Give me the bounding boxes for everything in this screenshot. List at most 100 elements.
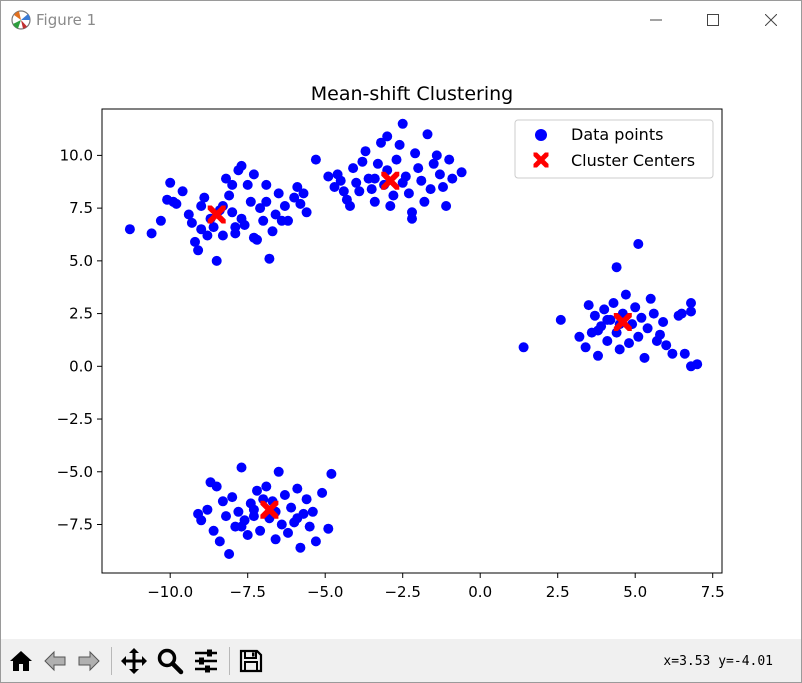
data-point [655, 329, 665, 340]
data-point [124, 224, 135, 235]
data-point [211, 255, 222, 266]
cluster-center-marker [381, 171, 400, 190]
data-point [407, 213, 417, 224]
data-point [236, 160, 247, 171]
data-point [338, 186, 349, 197]
data-point [323, 171, 334, 182]
y-tick-label: −2.5 [57, 410, 93, 428]
data-point [217, 496, 228, 507]
data-point [199, 192, 210, 203]
data-point [403, 188, 414, 199]
home-button[interactable] [5, 645, 37, 677]
data-point [283, 215, 293, 226]
data-point [425, 184, 436, 195]
y-tick-label: −5.0 [57, 463, 93, 481]
configure-subplots-icon [195, 649, 217, 673]
data-point [345, 201, 355, 211]
y-tick-label: 0.0 [69, 357, 93, 375]
data-point [400, 171, 411, 182]
data-point [310, 536, 321, 547]
data-point [242, 530, 253, 540]
minimize-button[interactable] [633, 1, 679, 39]
data-point [574, 331, 585, 342]
pan-button[interactable] [118, 645, 150, 677]
data-point [227, 179, 238, 190]
data-point [661, 340, 672, 351]
x-tick-label: 0.0 [468, 583, 492, 601]
maximize-button[interactable] [690, 1, 736, 39]
data-point [248, 169, 259, 180]
data-point [261, 179, 272, 190]
data-point [208, 222, 219, 233]
data-point [518, 342, 529, 353]
data-point [589, 310, 600, 321]
legend-box [514, 119, 714, 179]
data-point [202, 504, 213, 515]
close-button[interactable] [748, 1, 794, 39]
cluster-center-marker [613, 313, 632, 331]
zoom-button[interactable] [154, 645, 186, 677]
data-point [351, 177, 362, 188]
data-point [193, 245, 204, 256]
save-button[interactable] [235, 645, 267, 677]
data-point [155, 215, 166, 226]
data-point [360, 146, 371, 157]
chart-title: Mean-shift Clustering [311, 83, 514, 105]
data-point [202, 230, 213, 241]
legend-marker-data-points [535, 129, 547, 141]
data-point [289, 192, 300, 203]
data-point [295, 198, 306, 209]
data-point [236, 462, 247, 473]
configure-subplots-button[interactable] [190, 645, 222, 677]
cluster-center-marker [260, 500, 279, 519]
x-tick-label: −5.0 [307, 583, 343, 601]
data-point [372, 158, 383, 169]
data-point [642, 323, 653, 334]
data-point [224, 549, 235, 559]
data-point [236, 521, 247, 532]
title-bar[interactable]: Figure 1 [1, 1, 801, 39]
data-point [273, 466, 284, 477]
data-point [208, 525, 219, 536]
data-point [676, 308, 687, 319]
data-point [264, 253, 275, 264]
data-point [273, 188, 284, 199]
back-button[interactable] [39, 645, 71, 677]
data-point [165, 177, 176, 188]
data-point [276, 519, 287, 530]
data-point [434, 169, 445, 180]
data-point [555, 314, 566, 325]
data-point [317, 487, 328, 498]
data-point [438, 182, 448, 192]
figure-canvas[interactable]: Mean-shift Clustering −10.0 −7.5 −5.0 −2.5 0… [1, 39, 801, 639]
legend: Data points Cluster Centers [514, 119, 714, 179]
data-point [261, 481, 272, 492]
data-point [307, 506, 318, 517]
data-point [357, 156, 368, 167]
data-point [255, 203, 266, 214]
data-point [248, 504, 259, 515]
data-point [580, 342, 591, 353]
data-point [382, 131, 393, 142]
forward-button[interactable] [73, 645, 105, 677]
cluster-center-marker [207, 205, 226, 224]
zoom-icon [157, 648, 184, 675]
data-point [279, 201, 290, 211]
legend-marker-cluster-centers [533, 152, 549, 168]
data-point [292, 182, 303, 192]
data-point [416, 175, 427, 186]
toolbar-separator [111, 647, 112, 675]
data-point [369, 173, 380, 184]
x-tick-label: −10.0 [147, 583, 193, 601]
data-point [270, 209, 281, 220]
data-point [335, 175, 346, 186]
data-point [633, 331, 644, 342]
data-point [614, 344, 625, 355]
data-point [413, 163, 424, 174]
y-tick-label: −7.5 [57, 515, 93, 533]
y-tick-label: 2.5 [69, 305, 93, 323]
data-point [620, 289, 631, 300]
data-point [196, 201, 207, 211]
data-point [230, 222, 241, 233]
data-point [679, 348, 690, 359]
